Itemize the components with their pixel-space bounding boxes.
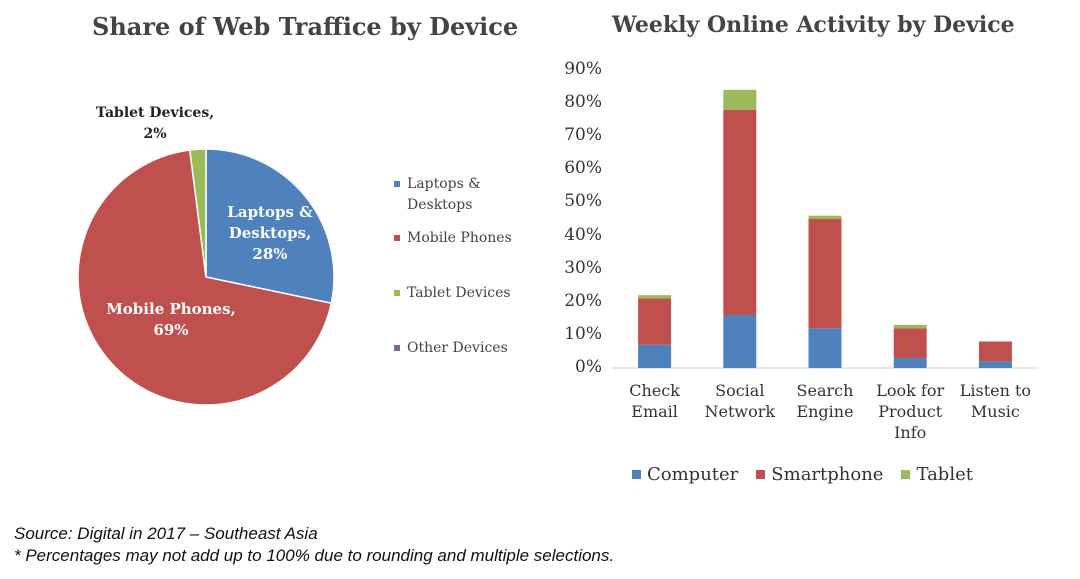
y-tick-label: 50% [564, 191, 602, 212]
bar-segment-smartphone [723, 109, 757, 316]
y-tick-label: 80% [564, 92, 602, 113]
bar-segment-computer [808, 328, 842, 368]
bar-segment-smartphone [978, 341, 1012, 362]
bar-segment-smartphone [808, 219, 842, 329]
pie-slice-mobile [77, 149, 333, 406]
legend-swatch-smartphone [756, 470, 766, 479]
pie-label-tablet: Tablet Devices, 2% [95, 105, 215, 142]
x-category-label: Listen to Music [959, 381, 1032, 421]
rounding-note: * Percentages may not add up to 100% due… [14, 546, 615, 565]
x-category-label: Search Engine [796, 381, 854, 421]
bar-legend-item-tablet: Tablet [901, 464, 973, 485]
pie-chart-title: Share of Web Traffice by Device [92, 12, 519, 41]
bar-segment-computer [893, 358, 927, 368]
bar-segment-tablet [723, 89, 757, 110]
y-tick-label: 30% [564, 257, 602, 278]
pie-legend: Laptops & Desktops Mobile Phones Tablet … [394, 174, 534, 359]
pie-legend-item-tablet: Tablet Devices [394, 283, 534, 304]
bar-segment-smartphone [893, 328, 927, 359]
bar-segment-computer [723, 315, 757, 368]
pie-slice-tablet [188, 148, 207, 278]
bar-legend-item-computer: Computer [632, 464, 738, 485]
bar-segment-tablet [808, 215, 842, 219]
bar-segment-tablet [893, 324, 927, 329]
legend-swatch-computer [632, 470, 641, 479]
legend-swatch-other [394, 345, 400, 351]
bar-chart-title: Weekly Online Activity by Device [612, 12, 1015, 38]
y-tick-label: 20% [564, 290, 602, 311]
legend-swatch-mobile [394, 235, 400, 241]
y-tick-label: 70% [564, 125, 602, 146]
y-tick-label: 0% [575, 357, 602, 377]
x-category-label: Look for Product Info [876, 381, 945, 442]
pie-slice-laptops [205, 148, 335, 305]
bar-segment-tablet [638, 295, 672, 299]
legend-swatch-tablet [394, 290, 400, 296]
stacked-bar-chart [612, 89, 1038, 369]
pie-legend-item-laptops: Laptops & Desktops [394, 174, 534, 216]
bar-legend: Computer Smartphone Tablet [632, 464, 973, 485]
pie-label-laptops: Laptops & Desktops, 28% [227, 203, 313, 263]
legend-swatch-tablet-bar [901, 470, 911, 479]
bar-segment-smartphone [638, 298, 672, 345]
bar-segment-computer [638, 344, 672, 368]
pie-chart [77, 148, 335, 406]
source-note: Source: Digital in 2017 – Southeast Asia [14, 524, 318, 543]
y-tick-label: 90% [564, 59, 602, 79]
y-tick-label: 60% [564, 158, 602, 179]
x-category-label: Check Email [629, 381, 680, 421]
x-category-label: Social Network [704, 381, 776, 421]
legend-swatch-laptops [394, 181, 400, 187]
pie-legend-item-mobile: Mobile Phones [394, 228, 534, 249]
y-tick-label: 40% [564, 224, 602, 245]
pie-legend-item-other: Other Devices [394, 338, 534, 359]
bar-segment-computer [978, 361, 1012, 368]
bar-legend-item-smartphone: Smartphone [756, 464, 883, 485]
pie-label-mobile: Mobile Phones, 69% [106, 300, 236, 339]
y-tick-label: 10% [564, 323, 602, 344]
